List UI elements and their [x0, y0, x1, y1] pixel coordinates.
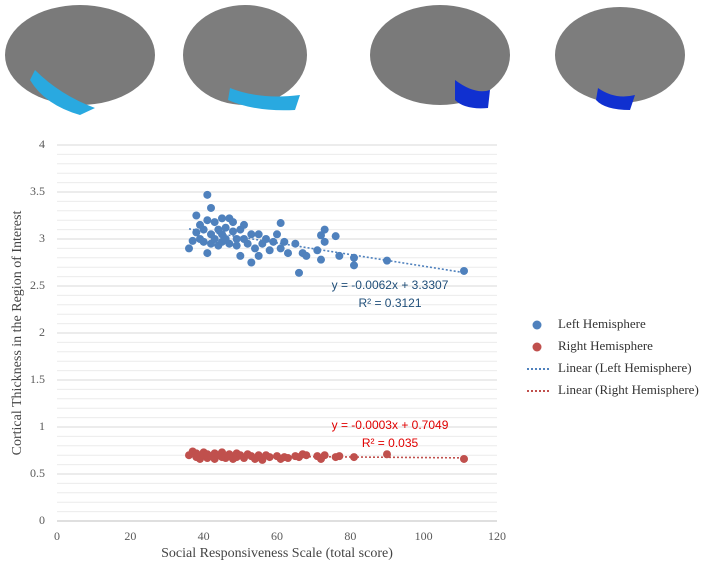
legend-label: Right Hemisphere — [558, 338, 653, 353]
point — [221, 223, 230, 232]
point — [229, 227, 237, 236]
point — [291, 239, 300, 248]
point — [317, 255, 325, 264]
x-tick-label: 100 — [415, 529, 433, 543]
y-tick-label: 1.5 — [30, 372, 45, 386]
point — [335, 251, 344, 260]
point — [302, 251, 311, 260]
point — [460, 454, 468, 463]
brain — [183, 5, 307, 105]
brain-left-medial — [183, 5, 307, 111]
x-tick-label: 60 — [271, 529, 283, 543]
x-tick-label: 40 — [198, 529, 210, 543]
brain-left-lateral — [5, 5, 155, 115]
point — [295, 268, 303, 277]
x-tick-label: 80 — [344, 529, 356, 543]
point — [240, 220, 248, 229]
point — [203, 216, 212, 225]
point — [203, 190, 212, 199]
point — [320, 225, 329, 234]
point — [210, 218, 219, 227]
brain — [370, 5, 510, 105]
point — [243, 239, 252, 248]
brain — [5, 5, 155, 105]
point — [236, 251, 245, 260]
region — [30, 70, 95, 115]
point — [218, 448, 226, 457]
point — [284, 249, 292, 258]
point — [302, 451, 311, 460]
legend-label: Linear (Left Hemisphere) — [558, 360, 692, 375]
legend-marker — [532, 342, 542, 352]
point — [225, 239, 234, 248]
point — [229, 218, 237, 227]
y-tick-label: 3.5 — [30, 184, 45, 198]
point — [254, 251, 263, 260]
point — [350, 261, 358, 270]
equation: y = -0.0062x + 3.3307 — [332, 278, 449, 292]
point — [273, 230, 281, 239]
legend-label: Left Hemisphere — [558, 316, 646, 331]
y-axis-label: Cortical Thickness in the Region of Inte… — [10, 211, 25, 456]
x-tick-label: 20 — [124, 529, 136, 543]
point — [218, 214, 226, 223]
trendline — [188, 228, 465, 274]
point — [331, 232, 340, 241]
region — [596, 88, 635, 110]
y-tick-label: 2 — [39, 325, 45, 339]
point — [247, 230, 256, 239]
region — [455, 80, 490, 109]
trendline — [188, 454, 465, 459]
y-tick-label: 3 — [39, 231, 45, 245]
point — [232, 235, 241, 243]
brain-images — [5, 5, 685, 115]
point — [313, 246, 322, 255]
legend-marker — [532, 320, 542, 330]
point — [254, 230, 263, 239]
point — [276, 219, 285, 228]
r-squared: R² = 0.3121 — [358, 296, 421, 310]
brain-right-lateral — [370, 5, 510, 109]
point — [192, 211, 201, 220]
x-tick-label: 120 — [488, 529, 506, 543]
point — [460, 266, 468, 275]
point — [207, 203, 215, 212]
brain — [555, 7, 685, 103]
point — [317, 231, 325, 240]
point — [247, 258, 256, 267]
region — [228, 88, 300, 111]
point — [210, 235, 219, 243]
y-tick-label: 4 — [39, 137, 45, 151]
x-axis-label: Social Responsiveness Scale (total score… — [161, 546, 393, 561]
point — [383, 450, 391, 459]
point — [199, 237, 208, 246]
point — [232, 241, 241, 250]
brain-right-medial — [555, 7, 685, 110]
point — [280, 237, 289, 246]
point — [335, 452, 344, 461]
point — [185, 244, 193, 253]
x-tick-label: 0 — [54, 529, 60, 543]
y-tick-label: 0 — [39, 513, 45, 527]
point — [203, 249, 212, 258]
point — [265, 246, 274, 255]
point — [188, 236, 197, 245]
point — [320, 451, 329, 460]
r-squared: R² = 0.035 — [362, 436, 419, 450]
y-tick-label: 2.5 — [30, 278, 45, 292]
point — [284, 454, 292, 463]
point — [251, 244, 259, 253]
y-tick-label: 0.5 — [30, 466, 45, 480]
legend-label: Linear (Right Hemisphere) — [558, 382, 699, 397]
point — [262, 235, 270, 243]
equation: y = -0.0003x + 0.7049 — [332, 418, 449, 432]
point — [320, 237, 329, 246]
y-tick-label: 1 — [39, 419, 45, 433]
point — [276, 244, 285, 253]
